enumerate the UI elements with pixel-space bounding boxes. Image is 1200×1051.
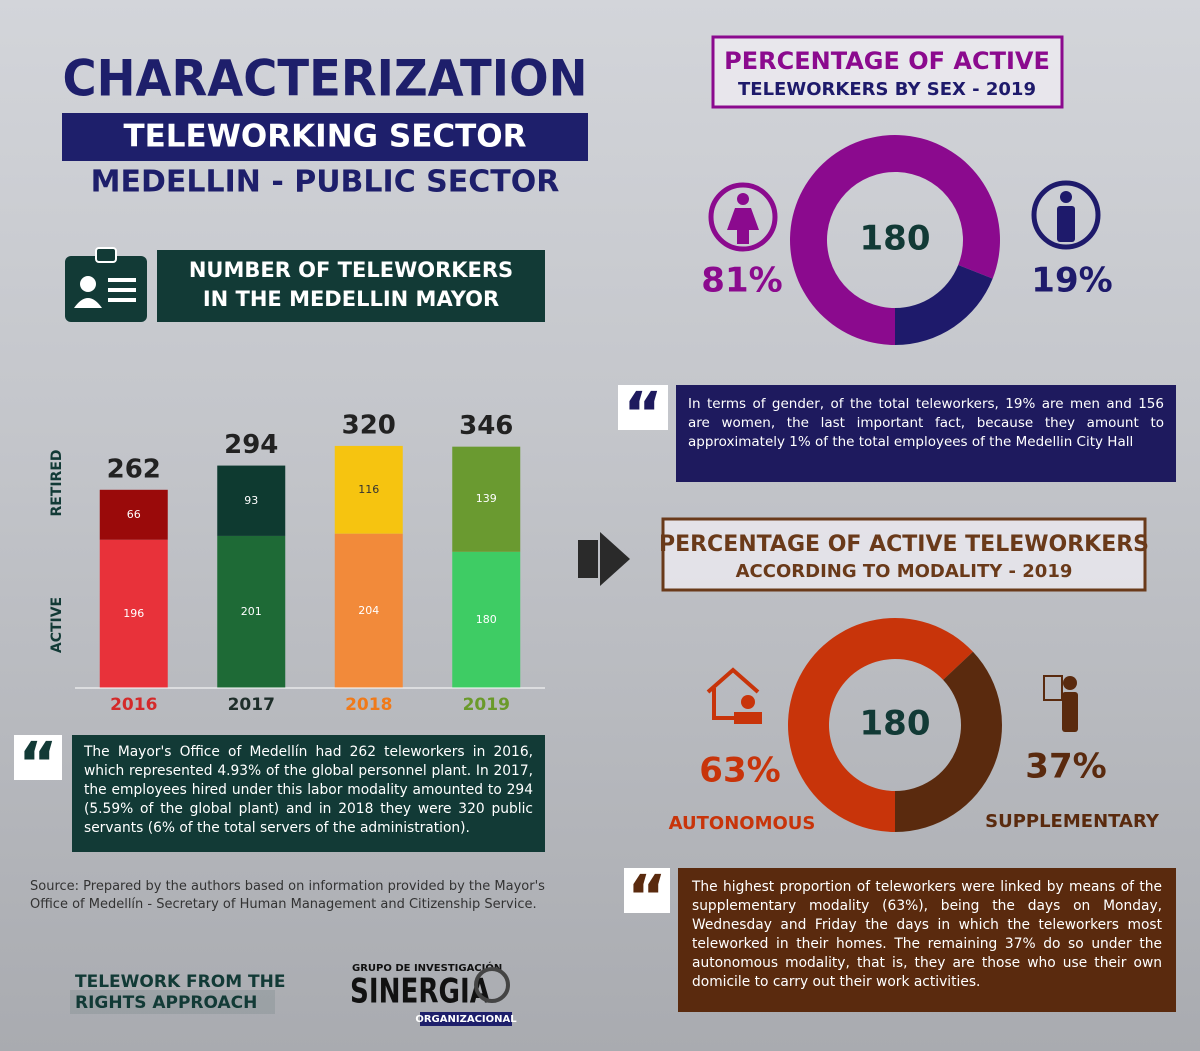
bar-title: NUMBER OF TELEWORKERS — [189, 258, 513, 282]
yearly-quote: The Mayor's Office of Medellín had 262 t… — [72, 735, 545, 852]
bar-segment — [217, 535, 286, 688]
logo-band — [420, 1012, 512, 1026]
home-icon-laptop — [734, 712, 762, 724]
segment-label: 201 — [241, 605, 262, 618]
badge-clip — [95, 247, 117, 263]
bar-segment — [334, 533, 403, 688]
quote-mark-box — [14, 735, 62, 780]
quote-mark: “ — [18, 730, 57, 800]
series-label: ACTIVE — [49, 597, 65, 653]
bar-segment — [99, 489, 168, 540]
woman-icon-head — [737, 193, 749, 205]
center-label: 180 — [860, 219, 931, 259]
badge-line — [108, 288, 136, 292]
total-label: 346 — [459, 411, 513, 441]
bar-segment — [99, 539, 168, 688]
man-icon-body — [1057, 206, 1075, 242]
badge-line — [108, 298, 136, 302]
sex-title: TELEWORKERS BY SEX - 2019 — [738, 79, 1036, 100]
center-label: 180 — [860, 704, 931, 744]
value-label: 81% — [701, 261, 782, 301]
office-icon-body — [1062, 692, 1078, 732]
total-label: 294 — [224, 430, 278, 460]
logo-text: ORGANIZACIONAL — [415, 1014, 517, 1025]
woman-icon — [708, 182, 778, 252]
badge-head — [80, 276, 96, 292]
badge-line — [108, 278, 136, 282]
category-label: SUPPLEMENTARY — [985, 811, 1160, 832]
office-icon-head — [1063, 676, 1077, 690]
source: Source: Prepared by the authors based on… — [30, 879, 545, 912]
x-tick-label: 2019 — [463, 695, 510, 715]
modality-quote: The highest proportion of teleworkers we… — [678, 868, 1176, 1012]
arrow — [600, 532, 630, 586]
sex-title: PERCENTAGE OF ACTIVE — [724, 47, 1050, 75]
modality-title-box — [661, 517, 1147, 592]
quote-mark: “ — [627, 863, 666, 933]
total-label: 320 — [342, 410, 396, 440]
x-tick-label: 2018 — [345, 695, 392, 715]
subtitle: TELEWORKING SECTOR — [123, 119, 526, 155]
sex-quote: In terms of gender, of the total telewor… — [676, 385, 1176, 482]
donut-segment — [895, 265, 993, 345]
woman-icon-body — [727, 208, 759, 244]
slogan: RIGHTS APPROACH — [75, 993, 257, 1013]
x-tick-label: 2017 — [228, 695, 275, 715]
sex-title-box — [711, 35, 1064, 109]
subtitle-box — [62, 113, 588, 161]
man-icon — [1031, 180, 1101, 250]
quote-mark: “ — [623, 380, 662, 450]
logo-text: GRUPO DE INVESTIGACIÓN — [352, 961, 502, 974]
bar-segment — [452, 551, 521, 688]
office-icon-board — [1043, 675, 1063, 701]
x-tick-label: 2016 — [110, 695, 157, 715]
segment-label: 180 — [476, 613, 497, 626]
modality-title: PERCENTAGE OF ACTIVE TELEWORKERS — [659, 532, 1149, 557]
slogan: TELEWORK FROM THE — [75, 972, 285, 992]
segment-label: 204 — [358, 604, 379, 617]
bar-title-box — [157, 250, 545, 322]
value-label: 19% — [1031, 261, 1112, 301]
arrow — [578, 540, 598, 578]
donut-segment — [790, 134, 1000, 345]
quote-mark-box — [618, 385, 668, 430]
logo-lens — [474, 967, 510, 1003]
segment-label: 139 — [476, 492, 497, 505]
bar-segment — [217, 465, 286, 536]
value-label: 63% — [699, 751, 780, 791]
donut-segment — [787, 617, 973, 832]
segment-label: 196 — [123, 607, 144, 620]
category-label: AUTONOMOUS — [669, 813, 816, 834]
series-label: RETIRED — [49, 449, 65, 516]
value-label: 37% — [1025, 747, 1106, 787]
title: CHARACTERIZATION — [63, 50, 588, 108]
home-icon-person — [741, 695, 755, 709]
donut-segment — [895, 651, 1002, 832]
bar-title: IN THE MEDELLIN MAYOR — [203, 287, 499, 311]
location: MEDELLIN - PUBLIC SECTOR — [91, 165, 560, 200]
segment-label: 66 — [127, 508, 141, 521]
modality-title: ACCORDING TO MODALITY - 2019 — [736, 561, 1073, 582]
badge-body — [74, 298, 102, 308]
quote-mark-box — [624, 868, 670, 913]
segment-label: 116 — [358, 483, 379, 496]
bar-segment — [452, 446, 521, 552]
logo-text: SINERGIA — [350, 972, 491, 1012]
slogan-band — [70, 990, 275, 1014]
segment-label: 93 — [244, 494, 258, 507]
man-icon-head — [1060, 191, 1072, 203]
total-label: 262 — [107, 454, 161, 484]
bar-segment — [334, 445, 403, 534]
home-icon — [706, 667, 760, 720]
